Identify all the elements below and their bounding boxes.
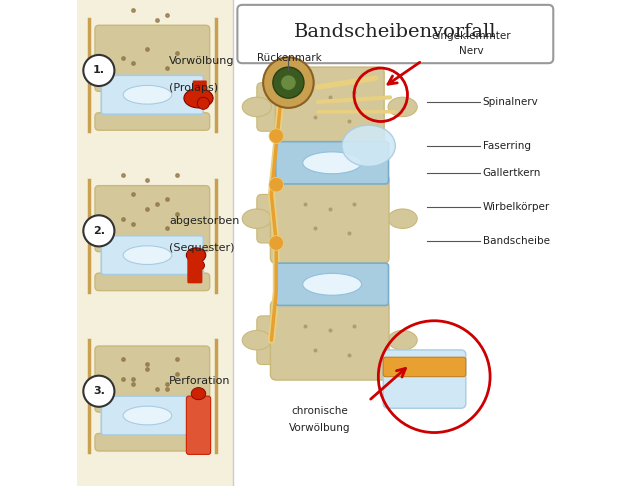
Text: Rückenmark: Rückenmark (257, 53, 321, 63)
Circle shape (269, 236, 284, 250)
Ellipse shape (123, 406, 172, 425)
Circle shape (83, 215, 115, 246)
Ellipse shape (388, 209, 417, 228)
Text: 2.: 2. (93, 226, 105, 236)
Text: (Prolaps): (Prolaps) (170, 83, 218, 93)
FancyBboxPatch shape (95, 273, 210, 291)
Text: 1.: 1. (93, 66, 105, 75)
Text: Bandscheibenvorfall: Bandscheibenvorfall (294, 22, 497, 41)
Ellipse shape (197, 97, 209, 109)
FancyBboxPatch shape (257, 316, 305, 364)
Ellipse shape (191, 388, 206, 399)
Circle shape (273, 67, 304, 98)
Text: abgestorben: abgestorben (170, 216, 240, 226)
FancyBboxPatch shape (271, 174, 389, 263)
Text: Vorwölbung: Vorwölbung (170, 55, 235, 66)
Ellipse shape (388, 97, 417, 117)
Circle shape (263, 57, 314, 108)
FancyBboxPatch shape (193, 81, 207, 102)
Text: eingeklemmter: eingeklemmter (432, 32, 511, 41)
FancyBboxPatch shape (237, 5, 553, 63)
FancyBboxPatch shape (276, 263, 388, 306)
FancyBboxPatch shape (186, 396, 211, 454)
FancyBboxPatch shape (276, 142, 388, 184)
Text: (Sequester): (Sequester) (170, 243, 235, 253)
Ellipse shape (123, 86, 172, 104)
Text: Spinalnerv: Spinalnerv (483, 97, 538, 107)
Circle shape (83, 55, 115, 86)
FancyBboxPatch shape (95, 25, 210, 91)
Ellipse shape (388, 330, 417, 350)
Ellipse shape (303, 152, 362, 174)
Ellipse shape (123, 246, 172, 264)
Ellipse shape (242, 330, 271, 350)
Ellipse shape (242, 97, 271, 117)
FancyBboxPatch shape (101, 236, 204, 275)
Text: 3.: 3. (93, 386, 105, 396)
Ellipse shape (242, 209, 271, 228)
Text: chronische: chronische (292, 406, 348, 416)
FancyBboxPatch shape (95, 186, 210, 252)
Ellipse shape (193, 260, 205, 270)
FancyBboxPatch shape (188, 251, 202, 283)
Text: Gallertkern: Gallertkern (483, 168, 541, 177)
Circle shape (269, 129, 284, 143)
Text: Nerv: Nerv (458, 46, 483, 56)
FancyBboxPatch shape (101, 75, 204, 114)
FancyBboxPatch shape (257, 83, 305, 131)
FancyBboxPatch shape (271, 300, 389, 380)
Circle shape (269, 177, 284, 192)
Text: Bandscheibe: Bandscheibe (483, 236, 550, 245)
FancyBboxPatch shape (77, 0, 232, 486)
FancyBboxPatch shape (383, 350, 466, 408)
FancyBboxPatch shape (95, 346, 210, 412)
Circle shape (281, 75, 296, 90)
FancyBboxPatch shape (95, 113, 210, 130)
Text: Perforation: Perforation (170, 376, 231, 386)
FancyBboxPatch shape (257, 194, 305, 243)
FancyBboxPatch shape (383, 357, 466, 377)
Text: Wirbelkörper: Wirbelkörper (483, 202, 550, 211)
Ellipse shape (186, 248, 206, 262)
FancyBboxPatch shape (101, 396, 204, 435)
Ellipse shape (303, 273, 362, 295)
Ellipse shape (342, 125, 396, 166)
FancyBboxPatch shape (275, 67, 384, 147)
Text: Faserring: Faserring (483, 141, 531, 151)
Ellipse shape (184, 88, 213, 108)
FancyBboxPatch shape (95, 434, 210, 451)
Text: Vorwölbung: Vorwölbung (289, 423, 351, 433)
Circle shape (83, 376, 115, 407)
